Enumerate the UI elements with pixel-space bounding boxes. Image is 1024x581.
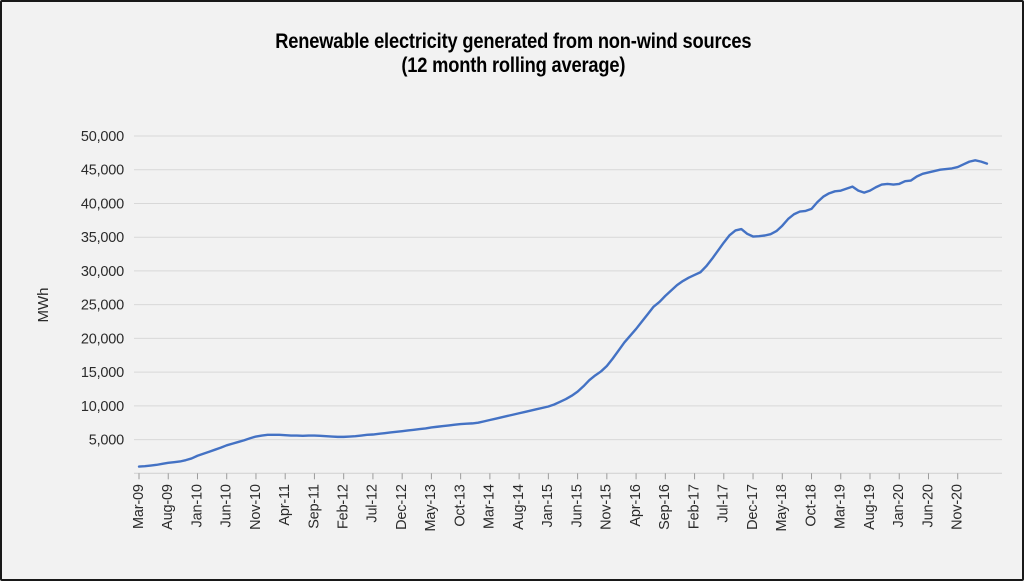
x-tick-label: Aug-19 [862, 484, 878, 530]
x-tick-label: Mar-09 [131, 484, 147, 529]
x-tick-label: Nov-20 [950, 484, 966, 530]
x-tick-label: Mar-14 [482, 484, 498, 529]
chart-title-block: Renewable electricity generated from non… [70, 30, 957, 78]
x-tick-label: Aug-14 [511, 484, 527, 530]
x-tick-label: Apr-11 [277, 484, 293, 525]
y-tick-label: 35,000 [81, 230, 124, 246]
x-tick-label: Feb-12 [336, 484, 352, 529]
y-tick-label: 40,000 [81, 196, 124, 212]
y-tick-label: 15,000 [81, 365, 124, 381]
y-axis-title: MWh [35, 288, 52, 323]
y-tick-label: 20,000 [81, 331, 124, 347]
x-tick-label: Feb-17 [686, 484, 702, 529]
gridlines [134, 135, 1002, 474]
x-tick-label: Jun-20 [920, 484, 936, 527]
x-tick-label: Oct-18 [803, 484, 819, 526]
chart-subtitle: (12 month rolling average) [401, 54, 626, 77]
x-tick-label: Jan-15 [540, 484, 556, 527]
chart-title: Renewable electricity generated from non… [275, 30, 752, 53]
x-tick-label: May-18 [774, 484, 790, 531]
x-tick-label: Jul-17 [716, 484, 732, 522]
x-tick-label: Oct-13 [452, 484, 468, 526]
y-tick-label: 45,000 [81, 163, 124, 179]
x-tick-label: Aug-09 [160, 484, 176, 530]
x-tick-label: Mar-19 [833, 484, 849, 529]
x-tick-label: Nov-15 [599, 484, 615, 530]
data-series-line [137, 159, 989, 468]
y-tick-label: 30,000 [81, 264, 124, 280]
y-tick-label: 25,000 [81, 298, 124, 314]
x-tick-label: Jun-15 [569, 484, 585, 527]
x-tick-label: Jun-10 [219, 484, 235, 527]
x-tick-label: Apr-16 [628, 484, 644, 526]
y-tick-label: 50,000 [81, 129, 124, 145]
x-tick-label: Jan-10 [189, 484, 205, 527]
x-tick-label: Dec-17 [745, 484, 761, 530]
x-axis-labels: Mar-09 Aug-09 Jan-10 Jun-10 Nov-10 Apr-11 Sep-… [131, 473, 966, 531]
y-tick-label: 10,000 [81, 399, 124, 415]
x-tick-label: Jan-20 [891, 484, 907, 527]
y-axis-labels: 5,000 10,000 15,000 20,000 25,000 30,000 35,00… [81, 129, 124, 449]
x-tick-label: Jul-12 [365, 484, 381, 522]
x-tick-label: Nov-10 [248, 484, 264, 530]
x-tick-label: Dec-12 [394, 484, 410, 530]
x-tick-label: May-13 [423, 484, 439, 531]
x-tick-label: Sep-11 [306, 484, 322, 529]
y-tick-label: 5,000 [89, 433, 124, 449]
x-tick-label: Sep-16 [657, 484, 673, 530]
